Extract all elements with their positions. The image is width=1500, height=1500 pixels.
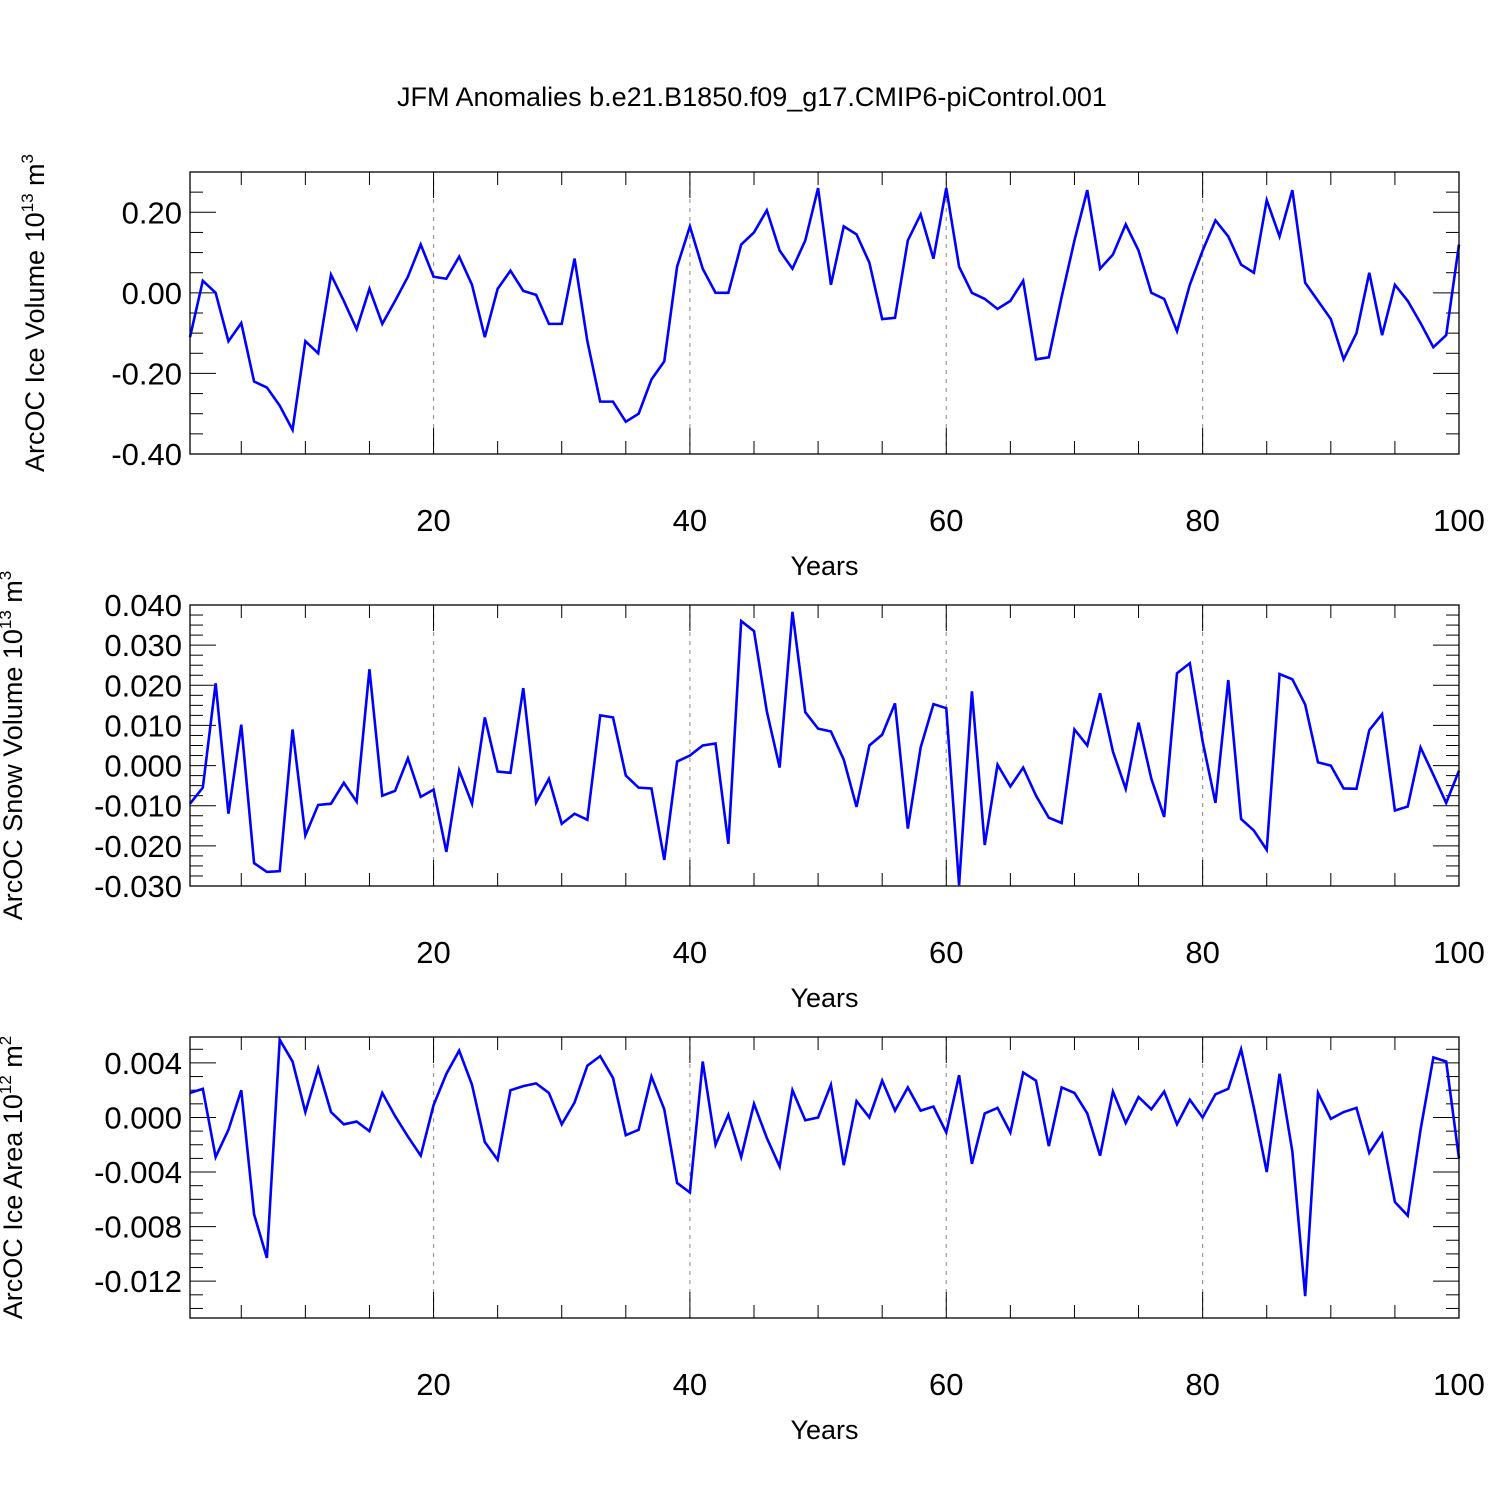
y-axis-label-unit-exponent: 3: [18, 154, 37, 163]
chart-panel-1: -0.40 -0.20 0.00 0.20 20 40 60 80 100 Years ArcOC …: [18, 154, 1485, 581]
figure-title: JFM Anomalies b.e21.B1850.f09_g17.CMIP6-…: [397, 82, 1107, 112]
y-axis-label-unit: m: [0, 580, 28, 610]
y-axis-label-exponent: 13: [0, 610, 15, 629]
y-tick-label: 0.010: [104, 708, 182, 743]
y-tick-label: -0.012: [94, 1264, 182, 1299]
plot-frame: [189, 171, 1460, 455]
x-tick-label: 60: [929, 1367, 963, 1402]
y-axis-label: ArcOC Ice Area 1012 m2: [0, 1036, 28, 1320]
chart-panel-3: -0.012 -0.008 -0.004 0.000 0.004 20 40 60 80 100 Y…: [0, 1035, 1485, 1445]
x-tick-label: 80: [1185, 1367, 1219, 1402]
x-tick-label: 80: [1185, 935, 1219, 970]
y-tick-label: -0.010: [94, 789, 182, 824]
y-axis-label-unit: m: [20, 163, 50, 193]
y-tick-label: 0.004: [104, 1046, 182, 1081]
y-tick-label: -0.030: [94, 869, 182, 904]
y-tick-label: 0.000: [104, 749, 182, 784]
x-tick-label: 100: [1433, 503, 1485, 538]
plot-frame: [189, 604, 1460, 887]
y-axis-label-unit: m: [0, 1045, 28, 1075]
y-tick-label: 0.030: [104, 628, 182, 663]
y-axis-label-text: ArcOC Ice Area 10: [0, 1094, 28, 1319]
y-axis-label-unit-exponent: 2: [0, 1036, 15, 1045]
x-axis-label: Years: [790, 551, 858, 581]
chart-panels: -0.40 -0.20 0.00 0.20 20 40 60 80 100 Years ArcOC …: [0, 154, 1485, 1445]
x-tick-label: 20: [416, 1367, 450, 1402]
y-axis-label-exponent: 13: [18, 193, 37, 212]
data-series-line: [188, 611, 1461, 886]
y-tick-label: -0.008: [94, 1210, 182, 1245]
x-tick-label: 100: [1433, 935, 1485, 970]
y-tick-label: 0.20: [122, 195, 182, 230]
y-tick-label: 0.020: [104, 668, 182, 703]
x-tick-label: 80: [1185, 503, 1219, 538]
x-tick-label: 100: [1433, 1367, 1485, 1402]
x-tick-label: 40: [673, 935, 707, 970]
y-tick-label: 0.040: [104, 588, 182, 623]
y-tick-label: -0.020: [94, 829, 182, 864]
y-tick-label: 0.00: [122, 276, 182, 311]
x-tick-label: 20: [416, 935, 450, 970]
x-tick-label: 40: [673, 1367, 707, 1402]
data-series-line: [188, 187, 1461, 434]
y-tick-label: -0.004: [94, 1155, 182, 1190]
y-axis-label: ArcOC Snow Volume 1013 m3: [0, 571, 28, 921]
y-axis-label: ArcOC Ice Volume 1013 m3: [18, 154, 50, 472]
x-axis-label: Years: [790, 983, 858, 1013]
x-tick-label: 20: [416, 503, 450, 538]
x-tick-label: 40: [673, 503, 707, 538]
x-axis-label: Years: [790, 1415, 858, 1445]
plot-frame: [189, 1036, 1460, 1319]
data-series-line: [189, 1035, 1461, 1297]
y-axis-label-text: ArcOC Snow Volume 10: [0, 629, 28, 920]
chart-panel-2: -0.030 -0.020 -0.010 0.000 0.010 0.020 0.030 0.…: [0, 571, 1485, 1013]
y-axis-label-exponent: 12: [0, 1075, 15, 1094]
y-axis-label-unit-exponent: 3: [0, 571, 15, 580]
y-tick-label: 0.000: [104, 1100, 182, 1135]
x-tick-label: 60: [929, 935, 963, 970]
x-tick-label: 60: [929, 503, 963, 538]
y-axis-label-text: ArcOC Ice Volume 10: [20, 212, 50, 472]
y-tick-label: -0.20: [111, 356, 182, 391]
y-tick-label: -0.40: [111, 437, 182, 472]
